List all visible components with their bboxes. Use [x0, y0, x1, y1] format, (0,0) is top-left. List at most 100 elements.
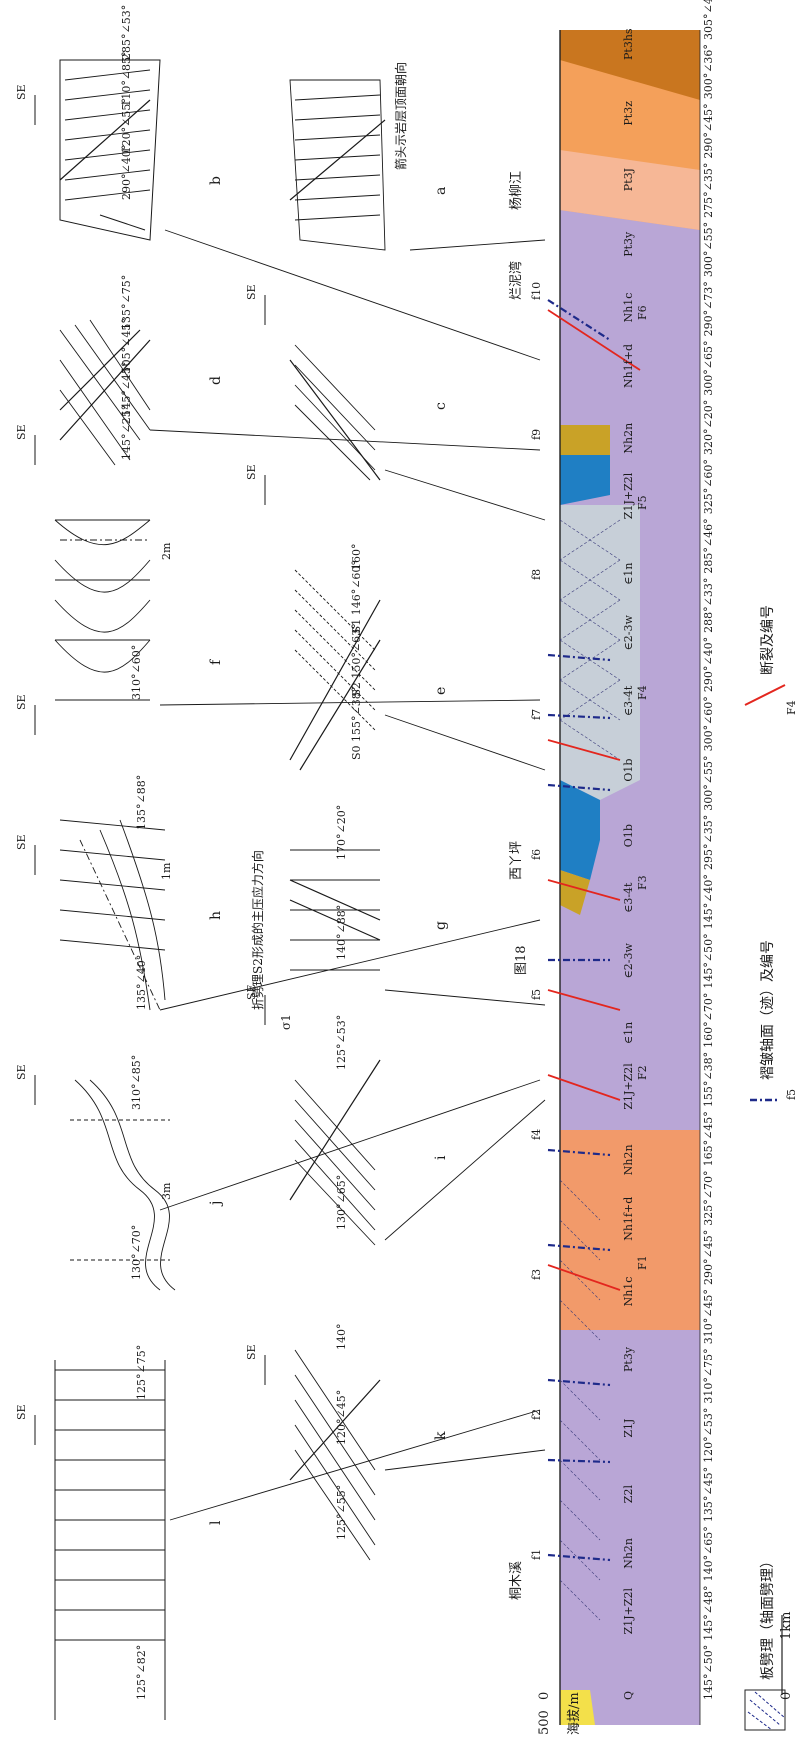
attitude-label-27: 300°∠36° — [702, 44, 715, 99]
unit-label-8: Nh2n — [622, 1144, 635, 1175]
section-labels: 桐木溪 西丫坪 烂泥湾 杨柳江 图18 海拔/m 500 0 0 1km — [508, 171, 794, 1735]
se-label-6: SE — [245, 984, 258, 1000]
inset-d — [59, 319, 381, 481]
inset-d_attitudes-2: 105°∠45° — [120, 318, 133, 373]
fault-F4 — [547, 989, 621, 1011]
unit-label-22: Pt3y — [622, 231, 635, 257]
attitude-label-0: 145°∠50° — [702, 1645, 715, 1700]
inset-i — [289, 1059, 381, 1246]
legend-fault-symbol — [744, 684, 786, 706]
attitude-label-13: 145°∠40° — [702, 874, 715, 929]
fold-axis-f2 — [547, 653, 611, 662]
legend-fault-text: 断裂及编号 — [760, 605, 776, 675]
fold-axis-f10 — [547, 1553, 611, 1562]
legend-cleavage-swatch — [744, 1689, 786, 1731]
fold-label-0: f1 — [530, 1549, 543, 1560]
attitude-label-10: 155°∠38° — [702, 1052, 715, 1107]
unit-grey-middle — [560, 505, 640, 800]
unit-label-11: ∈2-3w — [622, 943, 635, 979]
attitude-labels: 145°∠50° 145°∠48° 140°∠65° 135°∠45° 120°∠53°… — [702, 0, 715, 1700]
label-figure-ref: 图18 — [514, 945, 529, 975]
fault-label-1: F2 — [636, 1065, 649, 1080]
inset-j_scale: 3m — [160, 1182, 173, 1200]
inset-d_attitudes-1: 145°∠45° — [120, 361, 133, 416]
legend-fault-sample: F4 — [785, 700, 798, 715]
fold-label-4: f5 — [530, 989, 543, 1000]
se-label-9: SE — [15, 1404, 28, 1420]
unit-pt3y-orange-lower — [560, 1130, 700, 1330]
unit-label-24: Pt3z — [622, 101, 635, 126]
inset-d_attitudes-0: 145°∠25° — [120, 405, 133, 460]
inset-f_attitude: 310°∠60° — [130, 645, 143, 700]
fold-label-3: f4 — [530, 1129, 543, 1140]
se-direction-labels: SE SE SE SE SE SE SE SE SE SE — [15, 84, 266, 1445]
inset-d_attitudes-3: 135°∠75° — [120, 275, 133, 330]
unit-label-21: Nh1c — [622, 293, 635, 323]
legend-cleavage-text: 板劈理（轴面劈理） — [759, 1554, 776, 1680]
unit-label-19: Nh2n — [622, 423, 635, 454]
inset-k_attitudes-2: 140° — [335, 1324, 348, 1351]
inset-e-label: e — [433, 687, 449, 695]
attitude-label-7: 290°∠45° — [702, 1230, 715, 1285]
attitude-label-6: 310°∠45° — [702, 1289, 715, 1344]
unit-labels: Q Z1J+Z2l Nh2n Z2l Z1J Pt3y Nh1c Nh1f+d Nh2n Z1J+… — [622, 28, 635, 1700]
inset-i_attitudes-1: 125°∠53° — [335, 1015, 348, 1070]
inset-l_attitudes-0: 125°∠82° — [135, 1645, 148, 1700]
inset-e_attitudes-3: 160° — [350, 544, 363, 571]
se-label-0: SE — [15, 84, 28, 100]
attitude-label-25: 275°∠35° — [702, 163, 715, 218]
unit-label-1: Z1J+Z2l — [622, 1587, 635, 1634]
unit-q-yellow — [560, 1690, 595, 1725]
fold-label-7: f8 — [530, 569, 543, 580]
unit-blue-band-2 — [560, 780, 600, 880]
attitude-label-16: 300°∠60° — [702, 696, 715, 751]
fault-label-2: F3 — [636, 875, 649, 890]
inset-b-label: b — [208, 176, 224, 185]
fold-axis-f6 — [547, 1148, 611, 1157]
section-cleavage-hatch — [559, 519, 621, 1621]
se-label-7: SE — [15, 1064, 28, 1080]
attitude-label-3: 135°∠45° — [702, 1467, 715, 1522]
unit-label-12: ∈3-4t — [622, 882, 635, 913]
fold-label-9: f10 — [530, 282, 543, 300]
inset-l_attitudes-1: 125°∠75° — [135, 1345, 148, 1400]
unit-label-7: Nh1f+d — [622, 1197, 635, 1241]
inset-e_attitudes-1: S2 150°∠63° — [350, 623, 363, 696]
fault-F3 — [547, 879, 621, 901]
unit-label-10: ∈1n — [622, 1022, 635, 1044]
unit-label-6: Nh1c — [622, 1277, 635, 1307]
attitude-label-5: 310°∠75° — [702, 1348, 715, 1403]
inset-k_attitudes-1: 120°∠45° — [335, 1390, 348, 1445]
unit-label-20: Nh1f+d — [622, 344, 635, 388]
inset-b — [59, 59, 161, 241]
inset-k — [289, 1349, 381, 1561]
fault-F1 — [547, 309, 641, 371]
inset-b_attitudes-1: 120°∠55° — [120, 98, 133, 153]
unit-label-13: O1b — [622, 824, 635, 847]
fault-labels: F1 F2 F3 F4 F5 F6 — [636, 305, 649, 1270]
fold-axis-f4 — [547, 783, 611, 792]
se-label-3: SE — [245, 464, 258, 480]
fold-label-1: f2 — [530, 1409, 543, 1420]
attitude-label-15: 300°∠55° — [702, 755, 715, 810]
se-label-1: SE — [245, 284, 258, 300]
fault-label-5: F6 — [636, 305, 649, 320]
inset-f — [54, 519, 151, 701]
attitude-label-2: 140°∠65° — [702, 1526, 715, 1581]
unit-gold-band-1 — [560, 425, 610, 455]
unit-label-0: Q — [622, 1691, 635, 1700]
unit-pt3-pink — [560, 150, 700, 230]
unit-pt3-brown-top — [560, 30, 700, 100]
unit-label-5: Pt3y — [622, 1346, 635, 1372]
inset-j — [70, 1079, 176, 1291]
fold-axis-f1 — [547, 299, 611, 341]
inset-l-label: l — [208, 1520, 224, 1525]
inset-h_attitudes-0: 135°∠40° — [135, 955, 148, 1010]
inset-attitudes: 290°∠40°120°∠55°110°∠85°285°∠53° 145°∠25°… — [120, 5, 363, 1700]
attitude-label-21: 320°∠20° — [702, 400, 715, 455]
insets: b a 箭头示岩层顶面朝向 c d f — [54, 59, 546, 1720]
inset-c-label: c — [433, 402, 449, 410]
inset-g — [289, 849, 381, 971]
cross-section — [547, 30, 701, 1725]
fault-F5 — [547, 1074, 621, 1101]
